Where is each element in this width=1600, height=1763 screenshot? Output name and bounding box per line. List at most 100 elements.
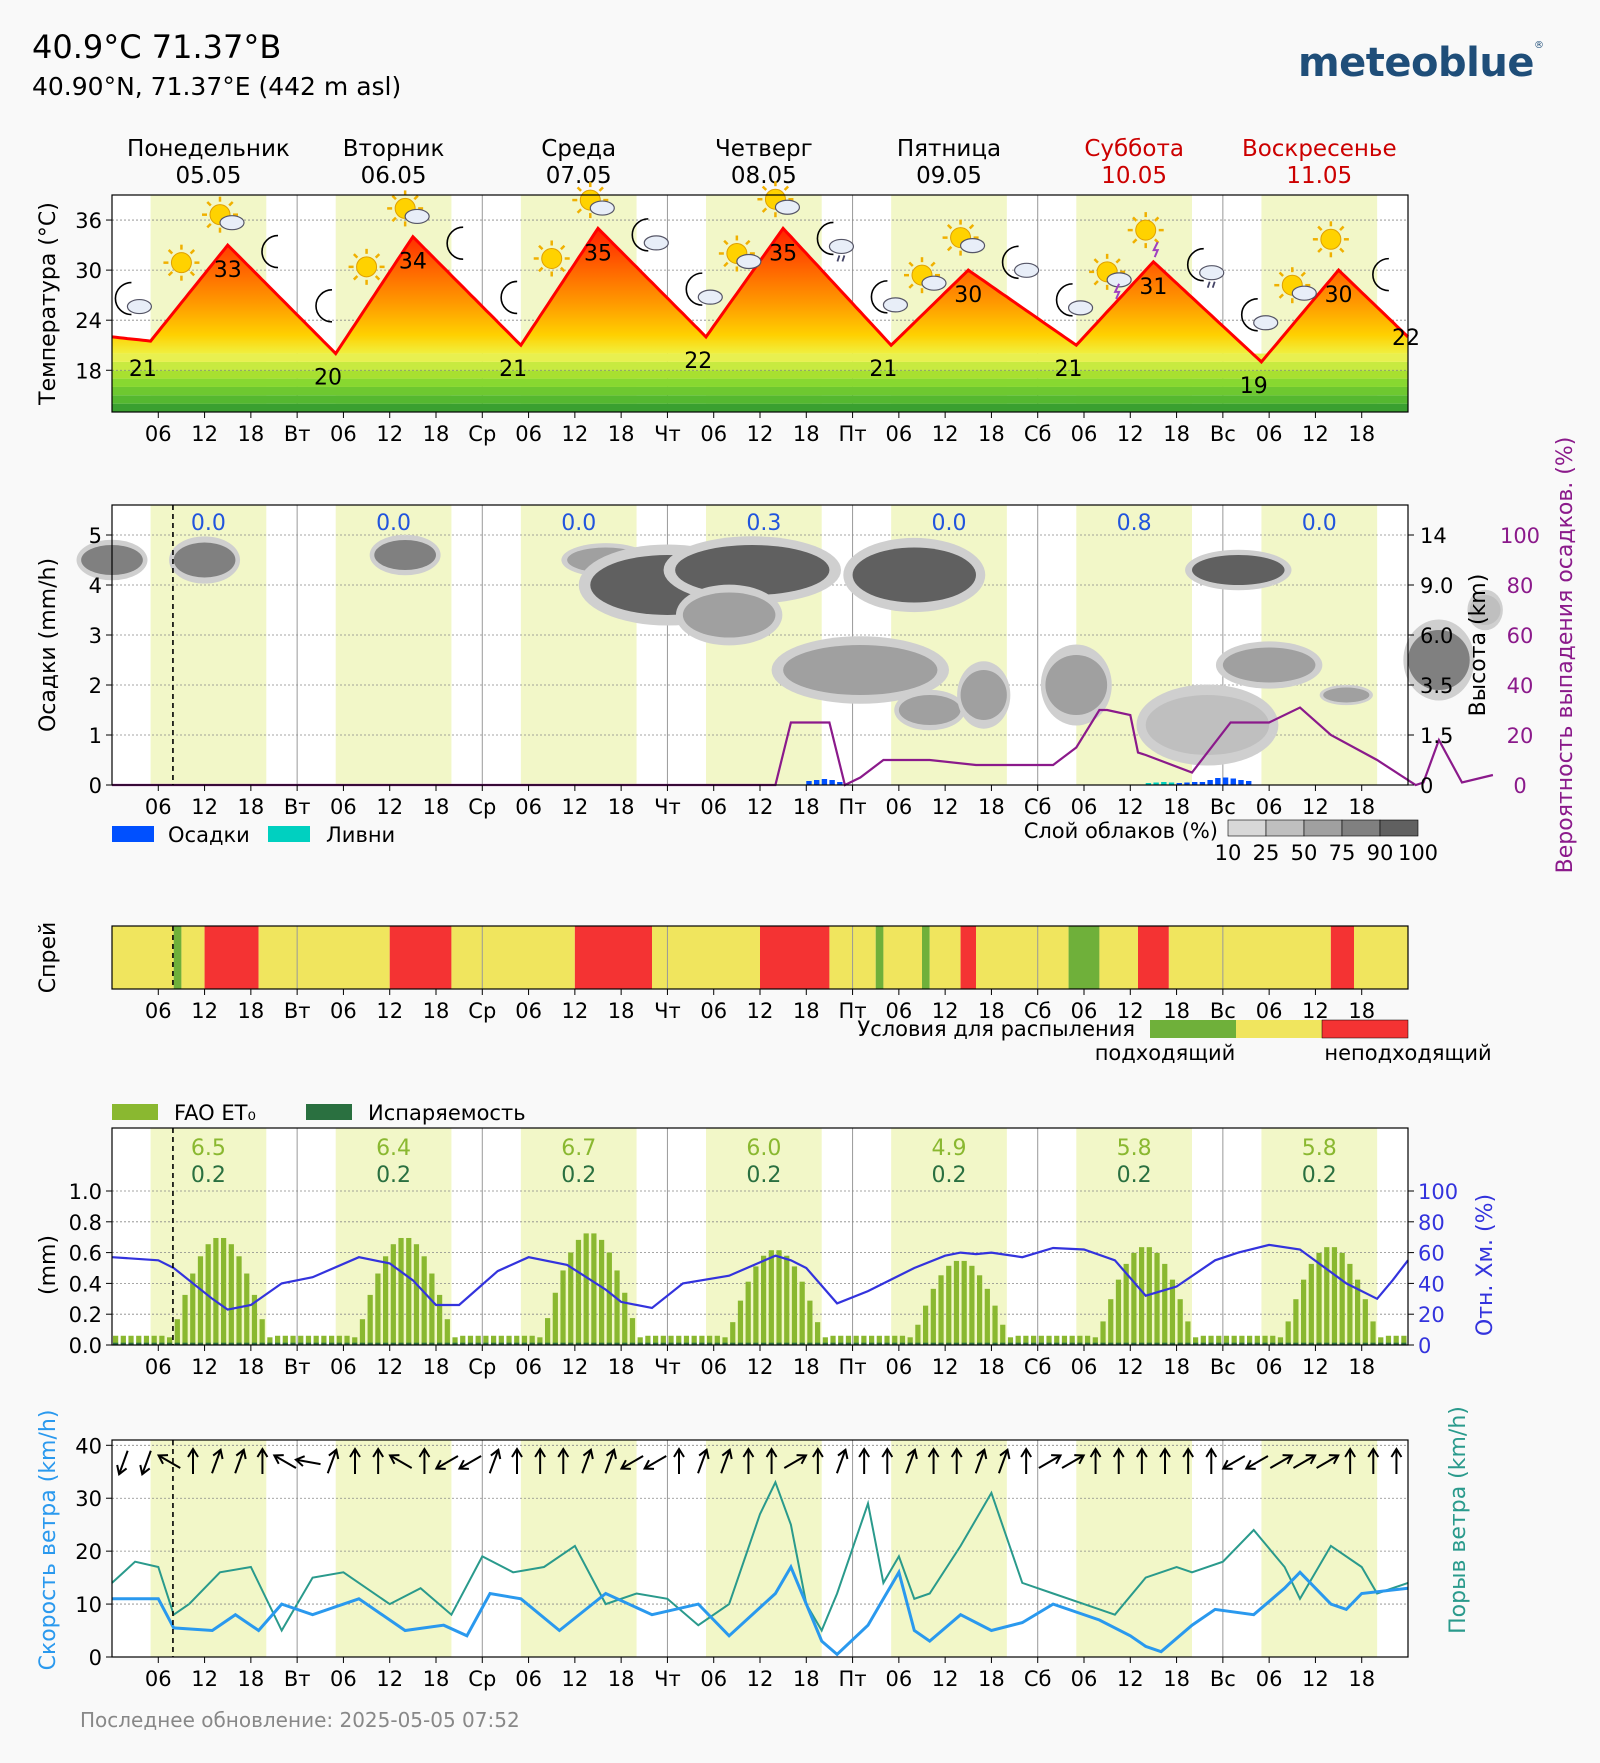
arrow-head: [418, 1447, 431, 1458]
moon-shape: [315, 289, 333, 323]
hour-tick-label: 12: [191, 1667, 218, 1691]
sun-icon: [163, 244, 200, 281]
evaporation-bar: [406, 1342, 412, 1345]
day-tick-label: Вс: [1210, 1355, 1236, 1379]
min-temp-label: 21: [1055, 357, 1083, 382]
spray-segments: [112, 926, 1408, 989]
wind-direction-arrow: [294, 1455, 321, 1467]
sun-ray: [560, 244, 566, 251]
humidity-axis-label: Отн. Хм. (%): [1473, 1194, 1498, 1336]
hour-tick-label: 12: [561, 422, 588, 446]
cloud-legend-swatch: [1341, 819, 1381, 837]
et0-bar: [930, 1288, 936, 1345]
arrow-shaft: [697, 1450, 708, 1474]
cloud-patch: [374, 540, 436, 570]
et0-bar: [460, 1335, 466, 1345]
precipitation-bar: [1176, 783, 1182, 785]
precipitation-bar: [1222, 777, 1229, 785]
hour-tick-label: 18: [423, 1667, 450, 1691]
evaporation-bar: [1023, 1342, 1029, 1345]
evaporation-bar: [259, 1342, 265, 1345]
et0-bar: [244, 1273, 250, 1345]
day-tick-label: Ср: [468, 999, 496, 1023]
et0-bar: [722, 1337, 728, 1345]
et0-bar: [1193, 1337, 1199, 1345]
evaporation-bar: [1301, 1342, 1307, 1345]
evaporation-bar: [1355, 1342, 1361, 1345]
hour-tick-label: 06: [700, 422, 727, 446]
et0-bar: [637, 1337, 643, 1345]
evaporation-bar: [1169, 1342, 1176, 1345]
sun-ray: [1154, 216, 1160, 222]
temperature-area: [112, 228, 1408, 354]
evaporation-bar: [213, 1342, 219, 1345]
y-tick-label: 3: [89, 624, 102, 648]
sun-icon: [533, 240, 570, 277]
evaporation-bar: [236, 1342, 242, 1345]
sun-ray: [206, 222, 212, 229]
et0-bar: [822, 1337, 828, 1345]
et0-bar: [344, 1335, 350, 1345]
cloud-patch: [852, 547, 976, 603]
arrow-head: [328, 1448, 340, 1460]
hour-tick-label: 18: [608, 999, 635, 1023]
sun-ray: [374, 275, 381, 281]
hour-tick-label: 18: [1348, 422, 1375, 446]
spray-legend-good: [1150, 1020, 1236, 1038]
hour-tick-label: 18: [1163, 1355, 1190, 1379]
et0-bar: [876, 1335, 882, 1345]
sun-ray: [1317, 247, 1323, 253]
weather-icons: [114, 181, 1389, 332]
arrow-head: [1282, 1454, 1294, 1465]
et0-bar: [915, 1324, 921, 1345]
evaporation-bar: [560, 1342, 566, 1345]
et0-bar: [869, 1335, 875, 1345]
et0-bar: [1277, 1337, 1284, 1345]
evaporation-bar: [498, 1342, 504, 1345]
evaporation-bar: [892, 1342, 898, 1345]
evaporation-bar: [491, 1342, 497, 1345]
hour-tick-label: 18: [1348, 1667, 1375, 1691]
arrow-head: [1344, 1447, 1356, 1458]
day-name: Среда: [541, 136, 616, 162]
precipitation-bar: [821, 779, 828, 785]
daily-evaporation-label: 0.2: [932, 1163, 967, 1188]
arrow-head: [1136, 1447, 1148, 1458]
et0-bar: [305, 1335, 312, 1345]
sun-ray: [1093, 280, 1099, 286]
daylight-band: [706, 1440, 822, 1657]
arrow-head: [156, 1454, 169, 1465]
et0-bar: [1038, 1335, 1044, 1345]
cloud-shape: [828, 238, 855, 255]
y-tick-label: 5: [89, 524, 102, 548]
evaporation-bar: [699, 1342, 705, 1345]
shower-bar: [1161, 782, 1167, 785]
et0-bar: [259, 1319, 265, 1345]
evaporation-bar: [869, 1342, 875, 1345]
et0-bar: [197, 1256, 204, 1345]
evaporation-bar: [305, 1342, 312, 1345]
showers-legend-label: Ливни: [326, 823, 395, 847]
evaporation-bar: [768, 1342, 774, 1345]
sun-cloud-icon: [942, 219, 986, 256]
evaporation-bar: [313, 1342, 319, 1345]
evaporation-bar: [1231, 1342, 1237, 1345]
sun-storm-icon: [1127, 212, 1164, 258]
moon-shape: [870, 280, 888, 314]
et0-bar: [1347, 1263, 1353, 1345]
et0-bar: [236, 1256, 242, 1345]
evaporation-bar: [1208, 1342, 1214, 1345]
et0-bar: [491, 1335, 497, 1345]
temperature-axis-label: Температура (°C): [36, 202, 61, 406]
evaporation-bar: [483, 1342, 489, 1345]
height-tick-label: 3.5: [1420, 674, 1453, 698]
sun-ray: [1132, 216, 1138, 222]
sun-ray: [946, 224, 953, 230]
et0-bar: [352, 1337, 358, 1345]
et0-bar: [1247, 1335, 1253, 1345]
evaporation-legend-swatch: [306, 1104, 352, 1120]
et0-bar: [1208, 1335, 1214, 1345]
sun-cloud-icon: [1274, 267, 1317, 304]
et0-bar: [1301, 1279, 1307, 1345]
hour-tick-label: 06: [515, 999, 542, 1023]
